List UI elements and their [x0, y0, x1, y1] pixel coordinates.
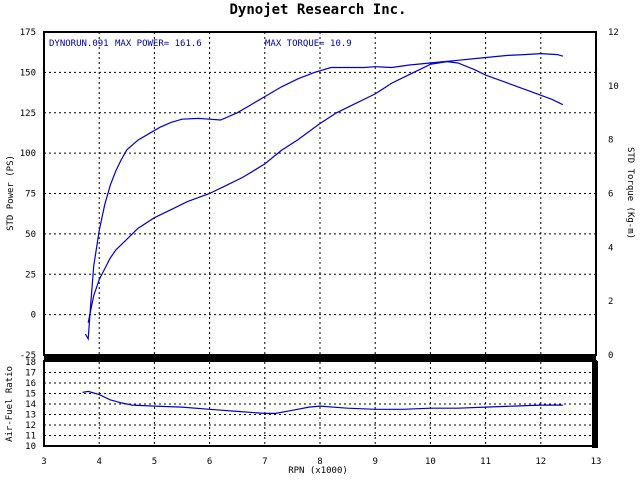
- afr-curve: [82, 390, 563, 414]
- power-tick-label: -25: [20, 351, 36, 361]
- chart-title: Dynojet Research Inc.: [229, 2, 406, 18]
- tick-labels: 3 4 5 6 7 8 9 10 11 12 13-250255075100125150175024…: [20, 28, 619, 467]
- power-curve: [84, 52, 564, 341]
- torque-tick-label: 0: [608, 351, 613, 361]
- afr-tick-label: 17: [25, 369, 36, 379]
- x-tick-label: 4: [96, 457, 101, 467]
- max-power-label: MAX POWER= 161.6: [115, 39, 202, 49]
- x-tick-label: 10: [425, 457, 436, 467]
- torque-tick-label: 10: [608, 82, 619, 92]
- torque-tick-label: 12: [608, 28, 619, 38]
- panel-separator: [44, 355, 596, 361]
- x-tick-label: 7: [262, 457, 267, 467]
- grid-lines: [44, 32, 596, 446]
- torque-curve: [87, 60, 564, 323]
- rpm-axis-label: RPN (x1000): [288, 466, 348, 476]
- x-tick-label: 11: [480, 457, 491, 467]
- afr-tick-label: 18: [25, 358, 36, 368]
- afr-tick-label: 13: [25, 411, 36, 421]
- power-tick-label: 175: [20, 28, 36, 38]
- afr-tick-label: 11: [25, 432, 36, 442]
- torque-tick-label: 8: [608, 136, 613, 146]
- power-tick-label: 0: [31, 311, 36, 321]
- torque-tick-label: 6: [608, 190, 613, 200]
- torque-tick-label: 4: [608, 243, 613, 253]
- torque-tick-label: 2: [608, 297, 613, 307]
- power-tick-label: 100: [20, 149, 36, 159]
- afr-tick-label: 12: [25, 421, 36, 431]
- power-tick-label: 25: [25, 270, 36, 280]
- max-torque-label: MAX TORQUE= 10.9: [265, 39, 352, 49]
- afr-tick-label: 16: [25, 379, 36, 389]
- x-tick-label: 5: [152, 457, 157, 467]
- curve-layer: [82, 52, 564, 414]
- afr-axis-label: Air-Fuel Ratio: [5, 366, 15, 442]
- power-tick-label: 125: [20, 109, 36, 119]
- x-tick-label: 3: [41, 457, 46, 467]
- power-tick-label: 75: [25, 190, 36, 200]
- x-tick-label: 13: [591, 457, 602, 467]
- power-tick-label: 150: [20, 68, 36, 78]
- afr-tick-label: 10: [25, 442, 36, 452]
- torque-axis-label: STD Torque (Kg-m): [625, 147, 635, 239]
- x-tick-label: 12: [535, 457, 546, 467]
- lower-right-border: [592, 361, 598, 448]
- power-tick-label: 50: [25, 230, 36, 240]
- afr-tick-label: 15: [25, 390, 36, 400]
- afr-tick-label: 14: [25, 400, 36, 410]
- run-file-label: DYNORUN.091: [49, 39, 109, 49]
- x-tick-label: 8: [317, 457, 322, 467]
- power-axis-label: STD Power (PS): [6, 155, 16, 231]
- x-tick-label: 6: [207, 457, 212, 467]
- x-tick-label: 9: [372, 457, 377, 467]
